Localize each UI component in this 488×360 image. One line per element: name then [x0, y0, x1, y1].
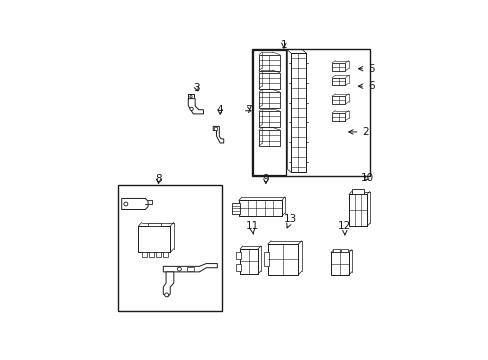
Circle shape: [177, 267, 181, 271]
Text: 2: 2: [348, 127, 368, 137]
Polygon shape: [188, 99, 203, 114]
Bar: [148, 252, 154, 257]
Bar: [331, 96, 345, 104]
Bar: [267, 244, 298, 275]
Bar: [232, 203, 239, 214]
Bar: [331, 113, 345, 121]
Bar: [142, 252, 146, 257]
Text: 13: 13: [284, 214, 297, 228]
Bar: [214, 127, 216, 130]
Polygon shape: [163, 272, 173, 297]
Bar: [340, 249, 347, 252]
Text: 8: 8: [155, 174, 162, 184]
Bar: [117, 185, 221, 311]
Bar: [240, 249, 258, 274]
Bar: [235, 252, 241, 258]
Bar: [331, 63, 345, 71]
Bar: [331, 77, 345, 85]
Bar: [148, 223, 160, 226]
Polygon shape: [213, 126, 224, 143]
Text: 4: 4: [216, 105, 223, 115]
Text: 11: 11: [245, 221, 258, 234]
Bar: [138, 226, 170, 252]
Bar: [259, 73, 280, 89]
Text: 10: 10: [360, 173, 373, 183]
Text: 5: 5: [358, 64, 374, 74]
Polygon shape: [122, 198, 148, 210]
Polygon shape: [163, 264, 217, 272]
Bar: [259, 55, 280, 71]
Bar: [239, 201, 282, 216]
Bar: [163, 252, 168, 257]
Bar: [251, 49, 369, 176]
Bar: [259, 111, 280, 127]
Circle shape: [123, 202, 127, 206]
Bar: [290, 53, 305, 172]
Bar: [259, 130, 280, 146]
Bar: [156, 252, 161, 257]
Text: 6: 6: [358, 81, 374, 91]
Bar: [264, 252, 268, 266]
Circle shape: [189, 96, 192, 98]
Text: 7: 7: [244, 105, 251, 115]
Bar: [330, 252, 348, 275]
Text: 9: 9: [262, 174, 268, 184]
Bar: [186, 267, 193, 271]
Bar: [351, 189, 364, 194]
Circle shape: [164, 293, 168, 297]
Bar: [252, 50, 285, 175]
Text: 12: 12: [338, 221, 351, 235]
Text: 1: 1: [280, 40, 286, 50]
Circle shape: [189, 107, 193, 111]
Bar: [235, 264, 241, 271]
Text: 3: 3: [193, 82, 200, 93]
Bar: [332, 249, 340, 252]
Bar: [348, 194, 366, 226]
Bar: [259, 92, 280, 108]
